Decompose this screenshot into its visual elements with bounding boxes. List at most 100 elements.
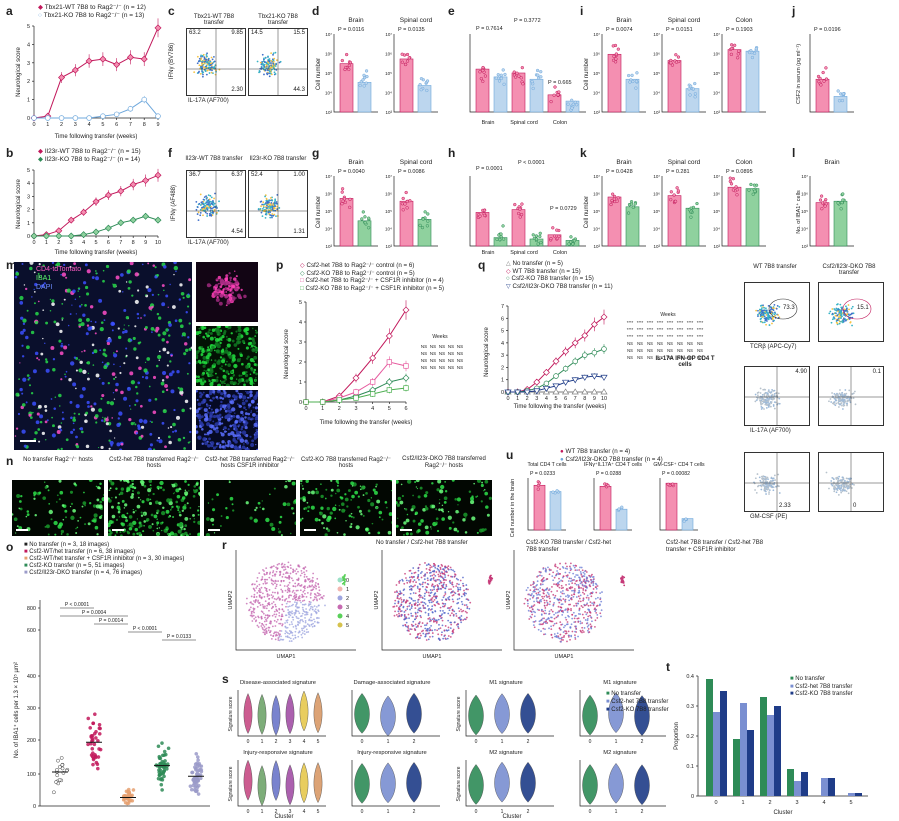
m-ch1-px-208 (237, 328, 242, 333)
umap-0-pt-430 (282, 610, 285, 613)
flow-dot-5-89 (828, 312, 831, 315)
flow-dot-1-39 (261, 53, 264, 56)
umap-0-pt-347 (296, 589, 299, 592)
scale-bar (400, 529, 412, 531)
m-merge-px-351 (155, 364, 159, 368)
n-svg-0-px-69 (19, 507, 23, 511)
legend-q-3: Csf2/Il23r-DKO 7B8 transfer (n = 11) (512, 282, 613, 290)
umap-0-pt-324 (314, 584, 317, 587)
dot-i1-1-8 (689, 84, 693, 88)
umap-0-pt-0 (257, 626, 260, 628)
umap-0-pt-520 (266, 578, 269, 581)
m-merge-px-298 (15, 392, 20, 397)
m-merge-px-493 (60, 447, 63, 450)
m-merge-px-498 (143, 368, 148, 373)
m-ch2-px-283 (226, 413, 232, 418)
m-merge-px-279 (15, 271, 20, 276)
n-svg-1-px-19 (136, 532, 139, 535)
umap-0-pt-71 (260, 625, 263, 627)
m-ch0-px-92 (216, 279, 218, 282)
o-dot-4-14 (199, 764, 204, 769)
dot-i2-0-8 (729, 43, 734, 47)
dot-i0-1-4 (634, 86, 638, 90)
m-merge-px-23 (181, 408, 185, 413)
o-dot-1-25 (91, 762, 95, 767)
tick-k1-2: 10⁵ (653, 209, 660, 214)
flow-dot-5-107 (840, 306, 843, 309)
panel-j: P = 0.0196 (809, 27, 854, 113)
m-ch1-px-210 (228, 354, 233, 359)
flow-dot-7-131 (841, 394, 844, 396)
n-svg-3-px-71 (351, 485, 354, 487)
flow-dot-7-126 (829, 398, 832, 400)
m-ch2-px-204 (208, 396, 210, 398)
m-merge-px-453 (29, 266, 33, 271)
umap-0-pt-299 (278, 622, 281, 625)
flow-dot-9-106 (837, 479, 840, 482)
flow-dot-2-93 (214, 206, 216, 208)
umap-0-pt-434 (276, 618, 279, 621)
m-merge-px-348 (65, 370, 68, 373)
n-svg-4-px-93 (425, 491, 429, 495)
u-bar-1-1 (615, 508, 628, 531)
m-merge-px-300 (150, 309, 152, 311)
q-stat-1-1: **** (637, 327, 644, 332)
o-tick-0: 0 (33, 804, 36, 810)
m-merge-px-100 (107, 382, 110, 385)
m-merge-px-109 (135, 399, 139, 403)
umap-0-pt-86 (289, 600, 291, 603)
umap-0-pt-356 (282, 580, 285, 582)
m-ch2-px-43 (203, 408, 208, 413)
umap-0-pt-407 (302, 586, 305, 589)
tick-g1-3: 10⁶ (385, 192, 392, 197)
xtick-q-10: 10 (601, 396, 607, 402)
m-merge-px-422 (158, 359, 160, 361)
m-merge-px-310 (178, 318, 183, 323)
m-ch2-px-109 (209, 411, 214, 416)
point-q-3-7 (571, 377, 579, 384)
m-ch1-px-174 (203, 326, 207, 329)
flow-dot-2-56 (212, 204, 215, 206)
n-svg-4-px-30 (456, 497, 461, 502)
m-ch1-px-160 (207, 348, 211, 352)
umap-0-pt-182 (300, 633, 303, 636)
u-dot-0-1-3 (551, 490, 555, 494)
m-merge-px-516 (95, 272, 98, 275)
dot-g1-1-7 (421, 217, 425, 221)
flow-dot-8-110 (773, 483, 775, 486)
point-b-1-9 (142, 212, 150, 220)
u-dot-0-0-3 (537, 481, 542, 485)
m-merge-px-378 (141, 375, 145, 379)
m-merge-px-141 (75, 369, 78, 372)
m-ch2-px-173 (240, 410, 244, 415)
n-svg-2-px-5 (277, 528, 280, 530)
u-bar-0-0 (533, 484, 546, 531)
o-dot-3-7 (166, 746, 171, 751)
n-svg-3-px-63 (300, 497, 303, 500)
n-svg-4-px-56 (470, 496, 474, 501)
umap-0-pt-340 (288, 636, 291, 639)
n-svg-4-px-19 (396, 503, 401, 507)
flow-dot-0-137 (209, 67, 211, 70)
umap-0-pt-472 (255, 580, 258, 583)
n-svg-4-px-34 (437, 480, 442, 484)
umap-0-pt-36 (294, 601, 296, 604)
m-ch1-px-129 (202, 364, 206, 368)
point-a-0-8 (140, 55, 148, 63)
ytick-p-4: 4 (299, 320, 302, 326)
flow-dot-1-111 (260, 66, 263, 69)
flow-dot-5-109 (831, 318, 834, 321)
m-ch2-px-251 (211, 424, 215, 428)
n-svg-1-px-134 (152, 492, 155, 496)
dot-h-1-4 (499, 232, 503, 236)
umap-0-pt-109 (271, 574, 274, 577)
m-merge-px-178 (102, 416, 104, 419)
n-svg-1-px-55 (143, 484, 147, 488)
u-bar-1-0 (599, 486, 612, 531)
flow-dot-6-79 (763, 408, 765, 410)
q-stat-4-1: NS (637, 348, 643, 353)
ytick-a-5: 5 (27, 24, 30, 30)
flow-dot-6-16 (777, 392, 780, 395)
fr-v5: 0 (853, 503, 857, 509)
n-svg-4-px-32 (423, 493, 428, 498)
